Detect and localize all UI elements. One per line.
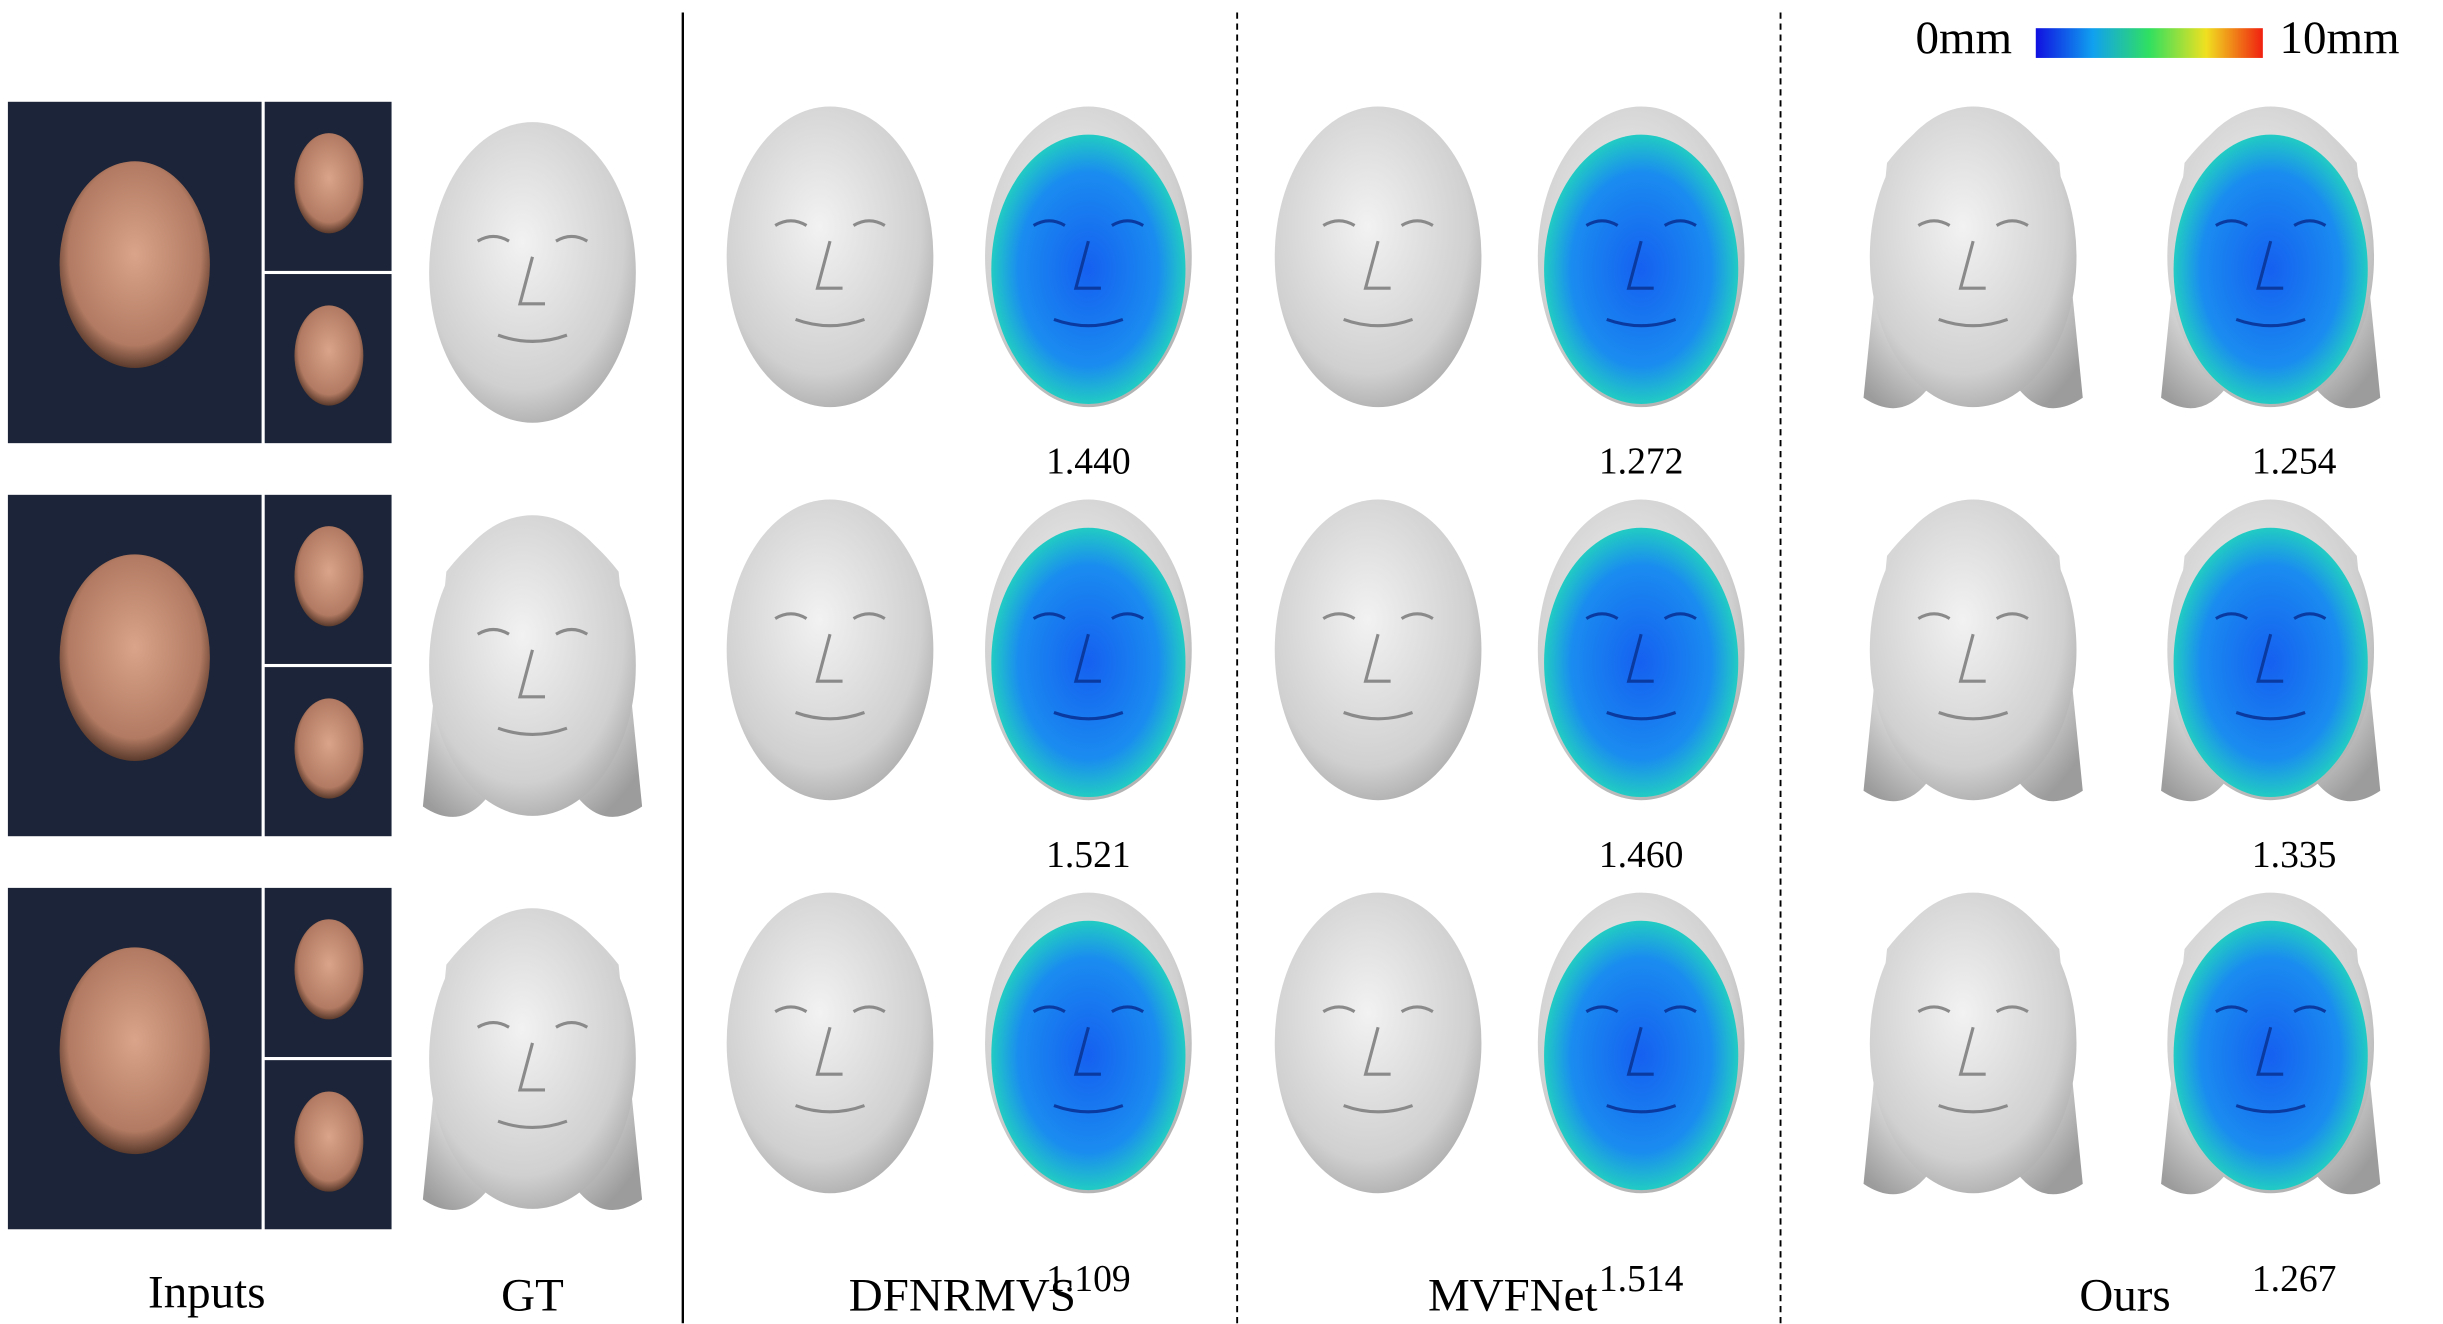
face-mesh: [1869, 106, 2077, 408]
face-feature: [1322, 612, 1434, 721]
error-value: 1.335: [2252, 835, 2337, 876]
face-mesh: [1274, 892, 1482, 1194]
error-value: 1.254: [2252, 442, 2337, 483]
face-feature: [1322, 219, 1434, 328]
column-label: DFNRMVS: [849, 1270, 1076, 1322]
face-feature: [2215, 219, 2327, 328]
input-face: [59, 554, 210, 762]
input-face: [59, 947, 210, 1155]
colorbar-max: 10mm: [2280, 12, 2400, 64]
face-feature: [2215, 612, 2327, 721]
face-mesh: [726, 892, 934, 1194]
error-map: [1544, 920, 1739, 1191]
column-label: Ours: [2079, 1270, 2170, 1322]
face-feature: [774, 219, 886, 328]
face-feature: [1917, 219, 2029, 328]
error-value: 1.460: [1599, 835, 1684, 876]
face-feature: [1917, 1005, 2029, 1114]
face-mesh: [429, 515, 636, 816]
face-feature: [476, 1020, 589, 1129]
face-mesh: [429, 908, 636, 1209]
input-face: [294, 305, 364, 406]
face-feature: [1032, 1005, 1145, 1114]
error-value: 1.521: [1046, 835, 1131, 876]
face-feature: [1032, 219, 1145, 328]
face-feature: [476, 627, 589, 736]
error-map: [1544, 134, 1739, 405]
face-mesh: [1869, 499, 2077, 801]
error-map: [991, 920, 1186, 1191]
input-face: [294, 698, 364, 799]
error-map: [2173, 134, 2368, 405]
error-value: 1.440: [1046, 442, 1131, 483]
error-map: [991, 527, 1186, 798]
face-mesh: [1869, 892, 2077, 1194]
error-map: [2173, 527, 2368, 798]
colorbar: [2035, 28, 2263, 58]
input-face: [294, 526, 364, 627]
face-mesh: [726, 499, 934, 801]
error-map: [2173, 920, 2368, 1191]
face-feature: [774, 1005, 886, 1114]
face-feature: [1585, 219, 1697, 328]
face-feature: [1917, 612, 2029, 721]
error-map: [1544, 527, 1739, 798]
column-label: Inputs: [148, 1266, 265, 1318]
face-mesh: [1274, 106, 1482, 408]
face-feature: [476, 234, 589, 343]
input-face: [59, 161, 210, 368]
error-value: 1.514: [1599, 1259, 1684, 1300]
colorbar-min: 0mm: [1915, 12, 2012, 64]
face-mesh: [429, 122, 636, 423]
face-feature: [1032, 612, 1145, 721]
input-face: [294, 1091, 364, 1192]
face-feature: [1585, 612, 1697, 721]
column-label: GT: [501, 1270, 564, 1322]
face-mesh: [726, 106, 934, 408]
error-map: [991, 134, 1186, 405]
face-feature: [2215, 1005, 2327, 1114]
face-feature: [1585, 1005, 1697, 1114]
error-value: 1.272: [1599, 442, 1684, 483]
input-face: [294, 919, 364, 1020]
error-value: 1.109: [1046, 1259, 1131, 1300]
face-feature: [1322, 1005, 1434, 1114]
column-label: MVFNet: [1428, 1270, 1598, 1322]
face-feature: [774, 612, 886, 721]
face-mesh: [1274, 499, 1482, 801]
input-face: [294, 133, 364, 234]
error-value: 1.267: [2252, 1259, 2337, 1300]
